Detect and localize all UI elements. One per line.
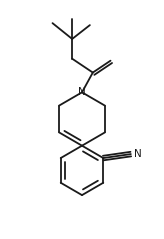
Text: N: N bbox=[134, 149, 142, 159]
Text: N: N bbox=[78, 87, 86, 97]
